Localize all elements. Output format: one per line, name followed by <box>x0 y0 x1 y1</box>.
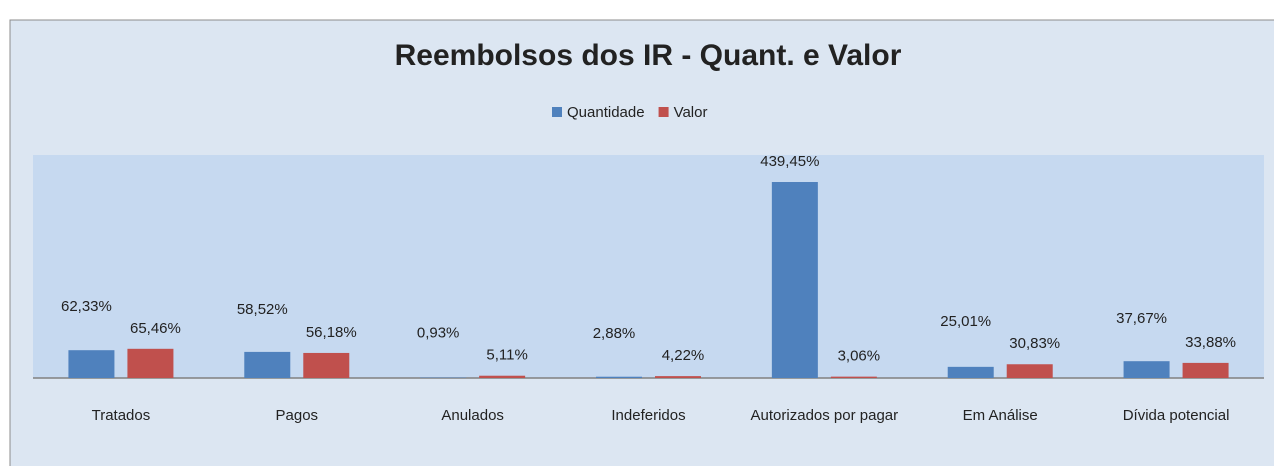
bar <box>830 376 877 378</box>
data-label: 3,06% <box>838 348 881 365</box>
legend-label: Valor <box>674 104 708 121</box>
bar <box>244 351 291 378</box>
legend-swatch <box>552 107 562 117</box>
x-tick-label: Tratados <box>91 407 151 424</box>
bar <box>947 366 994 378</box>
data-label: 4,22% <box>662 347 705 364</box>
bar <box>68 350 115 378</box>
data-label: 30,83% <box>1009 335 1060 352</box>
bar <box>771 182 818 378</box>
x-tick-label: Autorizados por pagar <box>750 407 899 424</box>
data-label: 33,88% <box>1185 334 1236 351</box>
bar <box>1123 361 1170 378</box>
bar <box>1006 364 1053 378</box>
x-tick-label: Indeferidos <box>611 407 686 424</box>
data-label: 37,67% <box>1116 310 1167 327</box>
data-label: 25,01% <box>940 313 991 330</box>
plot-area <box>33 155 1264 378</box>
chart-title: Reembolsos dos IR - Quant. e Valor <box>395 39 902 72</box>
x-tick-label: Em Análise <box>962 407 1038 424</box>
bar <box>1182 362 1229 378</box>
data-label: 56,18% <box>306 324 357 341</box>
bar <box>479 375 526 378</box>
data-label: 58,52% <box>237 301 288 318</box>
data-label: 2,88% <box>593 325 636 342</box>
x-tick-label: Dívida potencial <box>1122 407 1230 424</box>
x-tick-label: Pagos <box>275 407 319 424</box>
data-label: 65,46% <box>130 320 181 337</box>
x-tick-label: Anulados <box>441 407 504 424</box>
data-label: 439,45% <box>760 153 819 170</box>
bar <box>596 376 642 378</box>
data-label: 62,33% <box>61 298 112 315</box>
bar <box>655 376 701 378</box>
data-label: 5,11% <box>486 347 527 364</box>
bar <box>303 352 350 378</box>
data-label: 0,93% <box>417 325 460 342</box>
legend-swatch <box>658 107 669 117</box>
bar <box>127 348 174 378</box>
legend-label: Quantidade <box>567 104 645 121</box>
